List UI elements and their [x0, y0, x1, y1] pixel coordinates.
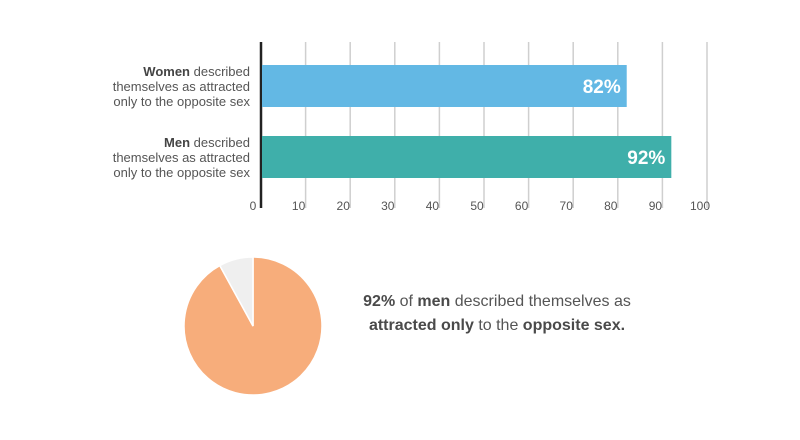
caption-text: of: [395, 293, 418, 310]
x-tick-label: 90: [649, 199, 663, 213]
caption-attraction: attracted only: [368, 317, 474, 334]
bar-value-label: 92%: [627, 148, 665, 169]
caption-opposite-sex: opposite sex.: [522, 317, 626, 334]
bar-chart: 82% 92%: [262, 65, 672, 178]
caption-text: described themselves as: [450, 293, 631, 310]
x-tick-label: 70: [560, 199, 574, 213]
x-tick-label: 80: [604, 199, 618, 213]
category-label: Men described themselves as attracted only…: [113, 135, 251, 180]
bar: [262, 65, 627, 107]
x-tick-label: 10: [292, 199, 306, 213]
x-tick-label: 60: [515, 199, 529, 213]
pie-slice: [218, 256, 254, 327]
x-axis-ticks: 0 10 20 30 40 50 60 70 80 90 100: [250, 199, 711, 213]
x-tick-label: 50: [470, 199, 484, 213]
x-tick-label: 0: [250, 199, 257, 213]
category-labels: Women described themselves as attracted on…: [113, 64, 251, 180]
x-tick-label: 40: [426, 199, 440, 213]
pie-caption: 92% of men described themselves as attra…: [352, 290, 642, 338]
bar-value-label: 82%: [583, 77, 621, 98]
x-tick-label: 30: [381, 199, 395, 213]
category-label: Women described themselves as attracted on…: [113, 64, 251, 109]
bar: [262, 136, 672, 178]
caption-subject: men: [417, 293, 451, 310]
caption-percent: 92%: [363, 293, 396, 310]
caption-text: to the: [473, 317, 523, 334]
pie-chart: [183, 256, 323, 396]
x-tick-label: 20: [337, 199, 351, 213]
x-tick-label: 100: [690, 199, 710, 213]
